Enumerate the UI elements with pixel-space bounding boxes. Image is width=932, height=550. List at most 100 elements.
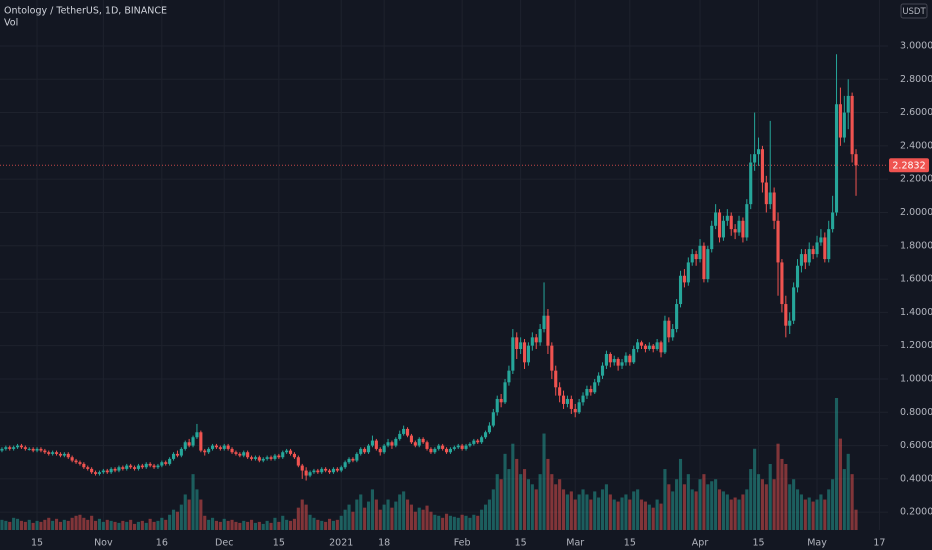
candle-body (741, 220, 745, 238)
candle-body (113, 468, 117, 471)
volume-bar (417, 507, 421, 530)
candle-body (257, 457, 261, 461)
volume-bar (706, 484, 710, 530)
candle-body (203, 450, 207, 453)
y-tick-label: 2.4000 (900, 140, 932, 151)
candle-body (199, 432, 203, 451)
y-tick-label: 1.6000 (900, 274, 932, 285)
candle-body (807, 249, 811, 263)
candle-body (585, 388, 589, 396)
candle-body (152, 465, 156, 468)
volume-bar (285, 519, 289, 530)
candle-body (101, 470, 105, 473)
currency-box[interactable] (900, 3, 928, 19)
volume-bar (815, 499, 819, 530)
y-tick-label: 0.8000 (900, 407, 932, 418)
volume-bar (448, 515, 452, 530)
candle-body (347, 458, 351, 463)
candle-body (214, 445, 219, 448)
candle-body (624, 355, 628, 363)
volume-bar (710, 481, 714, 530)
volume-bar (269, 522, 273, 530)
candle-body (132, 467, 137, 469)
volume-bar (273, 517, 277, 530)
volume-bar (608, 494, 612, 530)
volume-bar (230, 519, 234, 530)
volume-bar (811, 501, 815, 530)
candle-body (620, 362, 624, 366)
candle-body (460, 445, 464, 449)
candle-body (593, 382, 597, 393)
candle-body (312, 470, 316, 473)
volume-bar (226, 520, 230, 530)
candle-body (351, 458, 355, 461)
volume-bar (12, 517, 16, 530)
volume-bar (756, 474, 761, 530)
candle-body (288, 450, 293, 454)
volume-bar (745, 489, 749, 530)
candle-body (156, 465, 160, 468)
volume-bar (714, 479, 718, 530)
candle-body (764, 182, 768, 205)
volume-bar (47, 517, 51, 530)
volume-bar (312, 517, 316, 530)
candle-body (515, 337, 519, 350)
volume-bar (760, 479, 764, 530)
volume-bar (522, 469, 527, 530)
x-tick-label: Mar (566, 538, 584, 549)
volume-bar (125, 521, 129, 530)
volume-bar (0, 519, 4, 530)
candle-body (542, 315, 546, 330)
volume-bar (499, 479, 503, 530)
volume-bar (327, 518, 332, 530)
volume-bar (300, 499, 304, 530)
candle-body (573, 408, 577, 413)
volume-bar (374, 499, 378, 530)
candle-body (597, 375, 601, 383)
volume-bar (526, 479, 530, 530)
volume-bar (402, 491, 406, 530)
volume-bar (129, 519, 133, 530)
candle-body (819, 237, 823, 243)
volume-bar (721, 491, 725, 530)
candle-body (370, 440, 374, 446)
candle-body (507, 370, 511, 383)
chart-title: Ontology / TetherUS, 1D, BINANCE (4, 6, 167, 17)
volume-bar (386, 499, 390, 530)
volume-bar (534, 489, 538, 530)
candle-body (788, 320, 792, 326)
volume-bar (620, 497, 624, 530)
volume-bar (191, 474, 195, 530)
volume-bar (741, 494, 745, 530)
candle-body (86, 467, 90, 469)
volume-bar (140, 520, 144, 530)
candle-body (249, 457, 254, 459)
candle-body (62, 453, 66, 456)
candle-body (694, 254, 698, 260)
volume-bar (288, 520, 293, 530)
volume-bar (733, 497, 737, 530)
volume-label: Vol (4, 18, 18, 29)
candle-body (663, 320, 667, 353)
volume-layer (0, 398, 858, 530)
candle-body (776, 220, 780, 263)
volume-bar (823, 499, 827, 530)
candle-body (714, 212, 718, 226)
candle-body (285, 450, 289, 453)
candle-body (253, 457, 258, 459)
candle-body (678, 275, 683, 305)
volume-bar (183, 494, 187, 530)
candle-body (47, 452, 51, 454)
volume-bar (62, 519, 66, 530)
volume-bar (421, 509, 425, 530)
volume-bar (320, 520, 324, 530)
volume-bar (792, 479, 796, 530)
volume-bar (242, 520, 246, 530)
currency-label[interactable]: USDT (902, 7, 926, 17)
volume-bar (456, 517, 460, 530)
volume-bar (515, 458, 519, 530)
y-tick-label: 2.0000 (900, 207, 932, 218)
volume-bar (281, 515, 285, 530)
candle-body (148, 463, 152, 466)
volume-bar (776, 443, 780, 530)
